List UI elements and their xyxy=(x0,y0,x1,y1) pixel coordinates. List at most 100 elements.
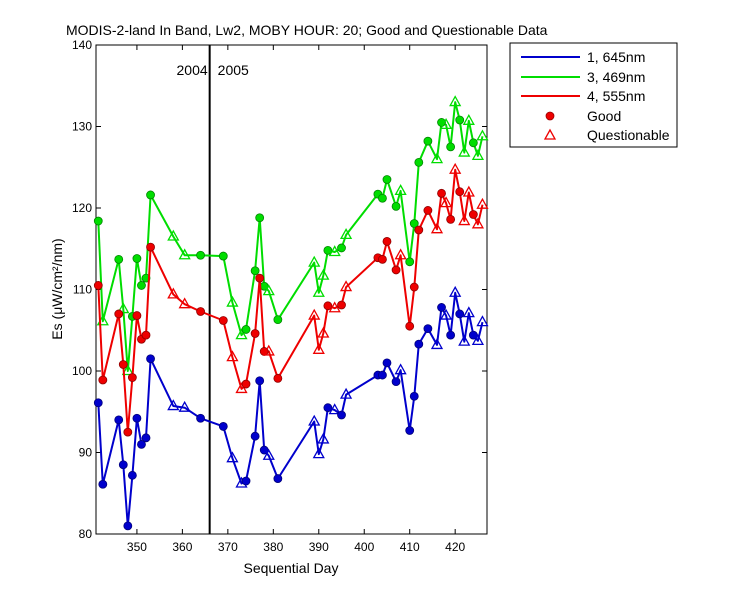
good-point xyxy=(196,413,205,423)
questionable-point xyxy=(339,228,353,240)
good-point xyxy=(391,265,401,275)
questionable-point xyxy=(471,334,485,345)
axis-ticks: 350 360 370 380 390 400 410 420 80 90 100 110 120 130… xyxy=(72,38,487,554)
questionable-point xyxy=(262,284,275,296)
questionable-point xyxy=(449,95,462,107)
good-point xyxy=(118,460,128,470)
questionable-point xyxy=(178,248,191,260)
good-point xyxy=(196,307,205,316)
good-point xyxy=(468,138,478,148)
good-point xyxy=(93,398,103,408)
good-point xyxy=(446,215,456,224)
x-axis-label: Sequential Day xyxy=(244,560,339,576)
good-point xyxy=(218,316,228,325)
good-point xyxy=(132,311,142,320)
questionable-point xyxy=(328,403,341,415)
legend-label-645: 1, 645nm xyxy=(587,49,645,65)
series-1 xyxy=(93,95,489,376)
legend-good-marker xyxy=(545,111,555,121)
y-tick-label: 90 xyxy=(79,446,93,460)
good-point xyxy=(114,254,124,264)
good-point xyxy=(414,225,424,235)
questionable-point xyxy=(235,328,248,340)
good-point xyxy=(123,427,133,437)
good-point xyxy=(382,237,392,246)
good-point xyxy=(146,242,155,252)
questionable-point xyxy=(430,152,444,164)
questionable-point xyxy=(226,295,239,307)
x-tick-label: 420 xyxy=(445,540,465,554)
good-point xyxy=(146,354,155,364)
good-point xyxy=(423,136,433,146)
good-point xyxy=(273,474,283,483)
good-point xyxy=(382,175,392,184)
questionable-point xyxy=(178,297,191,309)
good-point xyxy=(405,426,415,435)
questionable-point xyxy=(117,302,130,314)
x-tick-label: 380 xyxy=(263,540,283,554)
good-point xyxy=(250,266,260,276)
plot-border xyxy=(95,44,488,535)
good-point xyxy=(93,216,103,226)
questionable-point xyxy=(458,214,471,226)
questionable-point xyxy=(167,287,180,299)
good-point xyxy=(391,377,401,386)
good-point xyxy=(127,470,137,480)
questionable-point xyxy=(439,118,453,130)
legend-label-469: 3, 469nm xyxy=(587,69,645,85)
questionable-point xyxy=(449,162,462,174)
legend: 1, 645nm 3, 469nm 4, 555nm Good Question… xyxy=(509,42,678,148)
questionable-point xyxy=(476,315,489,327)
good-point xyxy=(123,521,133,531)
questionable-point xyxy=(339,280,353,292)
good-point xyxy=(132,254,142,263)
questionable-point xyxy=(471,217,485,229)
questionable-point xyxy=(394,363,407,375)
questionable-point xyxy=(121,364,134,376)
chart-title: MODIS-2-land In Band, Lw2, MOBY HOUR: 20… xyxy=(66,22,548,38)
good-point xyxy=(255,213,265,223)
questionable-point xyxy=(312,447,325,459)
good-point xyxy=(391,201,401,211)
y-tick-label: 80 xyxy=(79,527,93,541)
good-point xyxy=(255,273,265,283)
series-layer xyxy=(93,95,489,531)
legend-questionable-marker xyxy=(543,128,557,140)
legend-label-555: 4, 555nm xyxy=(587,88,645,104)
good-point xyxy=(146,190,155,200)
good-point xyxy=(423,206,433,215)
good-point xyxy=(137,439,146,449)
good-point xyxy=(218,422,228,431)
good-point xyxy=(114,309,124,319)
questionable-point xyxy=(462,306,475,318)
good-point xyxy=(241,476,251,486)
year-divider: 2004 2005 xyxy=(177,45,249,534)
good-point xyxy=(118,360,128,369)
questionable-point xyxy=(328,245,341,257)
x-tick-label: 410 xyxy=(400,540,420,554)
questionable-point xyxy=(449,285,462,297)
legend-label-good: Good xyxy=(587,108,621,124)
good-point xyxy=(141,330,151,340)
good-point xyxy=(114,415,124,425)
legend-label-questionable: Questionable xyxy=(587,127,670,143)
year-label-left: 2004 xyxy=(177,62,208,78)
series-0 xyxy=(93,285,489,531)
good-point xyxy=(98,375,108,385)
questionable-point xyxy=(476,197,489,209)
x-tick-label: 390 xyxy=(309,540,329,554)
good-point xyxy=(378,254,387,264)
good-point xyxy=(437,188,446,198)
good-point xyxy=(455,309,465,319)
questionable-point xyxy=(226,451,239,463)
good-point xyxy=(409,282,419,292)
questionable-point xyxy=(317,432,330,444)
good-point xyxy=(409,219,419,228)
good-point xyxy=(455,115,465,125)
good-point xyxy=(446,142,456,152)
good-point xyxy=(468,210,478,219)
good-point xyxy=(255,376,265,386)
questionable-point xyxy=(394,184,407,196)
questionable-point xyxy=(308,308,321,320)
questionable-point xyxy=(317,326,330,338)
